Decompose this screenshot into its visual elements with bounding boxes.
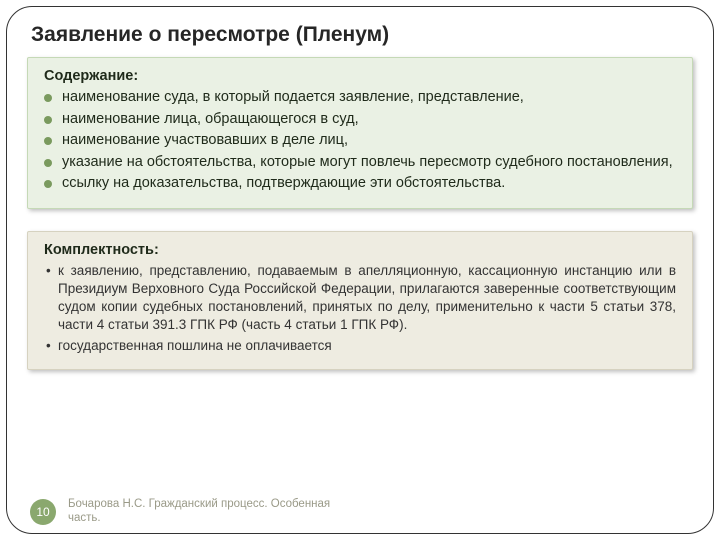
content-list: наименование суда, в который подается за… [44,88,676,194]
content-panel: Содержание: наименование суда, в который… [27,57,693,209]
list-item: указание на обстоятельства, которые могу… [44,153,676,173]
completeness-list: к заявлению, представлению, подаваемым в… [44,262,676,355]
list-item: наименование суда, в который подается за… [44,88,676,108]
list-item: государственная пошлина не оплачивается [44,337,676,355]
completeness-panel: Комплектность: к заявлению, представлени… [27,231,693,370]
list-item: к заявлению, представлению, подаваемым в… [44,262,676,335]
footer: 10 Бочарова Н.С. Гражданский процесс. Ос… [30,498,348,526]
content-heading: Содержание: [44,68,676,84]
list-item: ссылку на доказательства, подтверждающие… [44,174,676,194]
completeness-heading: Комплектность: [44,242,676,258]
slide-frame: Заявление о пересмотре (Пленум) Содержан… [6,6,714,534]
list-item: наименование лица, обращающегося в суд, [44,110,676,130]
footer-text: Бочарова Н.С. Гражданский процесс. Особе… [68,498,348,526]
page-number-badge: 10 [30,499,56,525]
slide-title: Заявление о пересмотре (Пленум) [27,23,693,47]
list-item: наименование участвовавших в деле лиц, [44,131,676,151]
